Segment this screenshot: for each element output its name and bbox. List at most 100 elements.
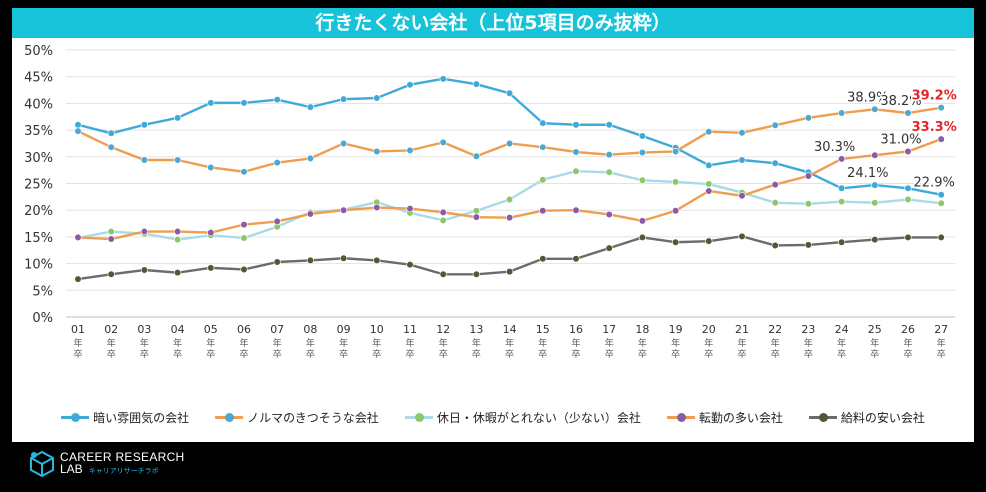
- data-point: [340, 206, 348, 214]
- data-point: [140, 266, 148, 274]
- x-tick-suffix: 卒: [140, 348, 149, 360]
- brand-lab: LAB: [60, 462, 83, 476]
- legend-swatch: [666, 412, 695, 422]
- y-tick-label: 40%: [24, 97, 53, 112]
- x-tick-suffix: 年: [439, 337, 448, 349]
- data-point: [638, 233, 647, 242]
- x-tick-suffix: 卒: [671, 348, 680, 360]
- legend-label: 暗い雰囲気の会社: [93, 410, 190, 425]
- data-point: [273, 159, 281, 167]
- data-point: [273, 96, 281, 104]
- data-point: [638, 176, 647, 184]
- data-point: [804, 114, 813, 122]
- y-tick-label: 0%: [32, 311, 53, 326]
- data-point: [638, 132, 647, 140]
- x-tick-suffix: 年: [372, 337, 381, 349]
- x-tick-label: 20: [702, 323, 716, 336]
- data-point: [871, 199, 879, 207]
- data-point: [439, 216, 447, 224]
- data-point: [871, 151, 879, 159]
- x-tick-suffix: 卒: [937, 348, 946, 360]
- data-point: [472, 270, 481, 278]
- data-point: [804, 172, 813, 180]
- y-tick-label: 50%: [24, 44, 53, 59]
- data-point: [605, 151, 613, 159]
- data-point: [472, 207, 481, 215]
- data-point: [207, 264, 215, 272]
- x-tick-suffix: 年: [405, 337, 414, 349]
- data-point: [273, 217, 281, 226]
- x-tick-label: 26: [901, 323, 915, 336]
- x-tick-suffix: 年: [771, 337, 780, 349]
- data-label: 39.2%: [912, 89, 957, 104]
- data-point: [107, 143, 115, 151]
- data-point: [174, 114, 182, 122]
- data-point: [140, 227, 148, 236]
- series-line-3: [77, 170, 942, 241]
- legend-item: 転勤の多い会社: [666, 409, 783, 426]
- data-point: [671, 207, 680, 215]
- x-tick-suffix: 年: [671, 337, 680, 349]
- legend-swatch: [404, 412, 433, 422]
- data-point: [472, 213, 481, 221]
- data-point: [140, 156, 148, 164]
- x-tick-suffix: 卒: [73, 348, 82, 360]
- y-tick-label: 35%: [24, 124, 53, 139]
- legend-label: 休日・休暇がとれない（少ない）会社: [436, 410, 641, 425]
- data-point: [539, 255, 547, 263]
- x-tick-suffix: 年: [472, 337, 481, 349]
- data-point: [638, 217, 647, 225]
- data-point: [506, 195, 514, 204]
- data-point: [605, 244, 613, 252]
- data-point: [207, 229, 215, 237]
- x-tick-suffix: 年: [206, 337, 215, 349]
- data-point: [506, 268, 514, 276]
- data-point: [771, 159, 779, 167]
- data-point: [837, 238, 846, 246]
- x-tick-suffix: 卒: [472, 348, 481, 360]
- data-point: [373, 94, 381, 102]
- data-point: [937, 199, 945, 207]
- data-point: [306, 154, 315, 163]
- data-point: [738, 192, 746, 200]
- y-tick-label: 15%: [24, 231, 53, 246]
- x-tick-suffix: 年: [107, 337, 116, 349]
- legend-swatch: [61, 412, 90, 422]
- data-point: [705, 237, 713, 245]
- brand-logo: CAREER RESEARCH LAB キャリアリサーチラボ: [28, 442, 185, 486]
- x-tick-suffix: 卒: [638, 348, 647, 360]
- data-point: [74, 275, 82, 283]
- data-point: [472, 152, 481, 160]
- x-tick-suffix: 卒: [605, 348, 614, 360]
- data-point: [439, 138, 447, 146]
- y-tick-label: 20%: [24, 204, 53, 219]
- data-point: [871, 105, 879, 113]
- x-tick-label: 03: [137, 323, 151, 336]
- data-point: [871, 235, 879, 244]
- data-point: [174, 227, 182, 236]
- data-point: [140, 121, 148, 129]
- data-point: [605, 168, 613, 176]
- data-point: [406, 81, 414, 89]
- data-point: [638, 148, 647, 157]
- y-tick-label: 45%: [24, 71, 53, 86]
- legend-swatch: [808, 412, 837, 422]
- x-tick-label: 05: [204, 323, 218, 336]
- data-point: [506, 214, 514, 222]
- x-tick-suffix: 年: [273, 337, 282, 349]
- plot-panel: [12, 38, 974, 442]
- data-point: [937, 233, 945, 242]
- x-tick-suffix: 年: [804, 337, 813, 349]
- data-point: [738, 156, 746, 164]
- data-point: [439, 208, 447, 216]
- x-tick-label: 19: [669, 323, 683, 336]
- data-point: [671, 178, 680, 186]
- x-tick-suffix: 卒: [837, 348, 846, 360]
- data-point: [572, 167, 580, 175]
- data-point: [306, 103, 315, 111]
- legend-label: ノルマのきつそうな会社: [247, 410, 379, 425]
- y-tick-label: 30%: [24, 151, 53, 166]
- data-label: 22.9%: [914, 176, 955, 191]
- data-point: [207, 163, 215, 172]
- x-tick-suffix: 卒: [173, 348, 182, 360]
